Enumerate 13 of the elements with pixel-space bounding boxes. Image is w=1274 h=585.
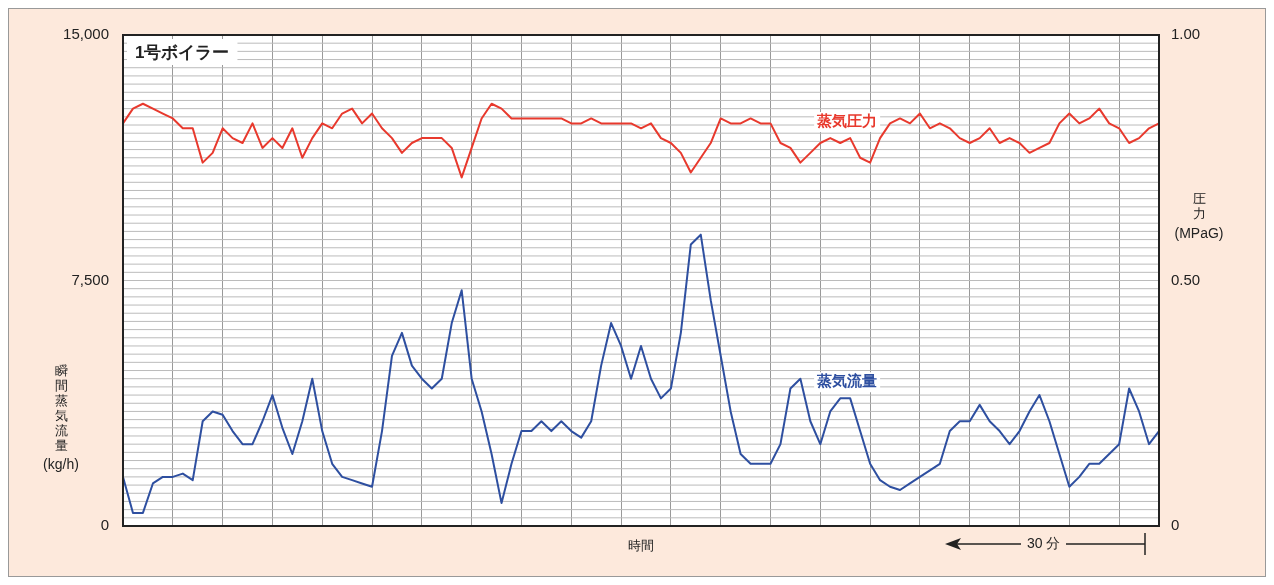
- series-label: 蒸気流量: [816, 372, 878, 390]
- y-tick-label: 0: [100, 516, 109, 534]
- series-label: 蒸気圧力: [816, 112, 878, 130]
- text: 30 分: [1027, 535, 1061, 553]
- y-tick-label: 15,000: [63, 25, 109, 43]
- y-tick-label: 7,500: [71, 270, 109, 288]
- y2-tick-label: 0: [1171, 516, 1180, 534]
- chart-title: 1号ボイラー: [135, 42, 230, 62]
- x-axis-title: 時間: [628, 538, 654, 554]
- y2-tick-label: 0.50: [1171, 270, 1201, 288]
- y2-axis-title: 圧力(MPaG): [1174, 191, 1224, 241]
- y2-tick-label: 1.00: [1171, 25, 1201, 43]
- y-axis-title: 瞬間蒸気流量(kg/h): [43, 362, 79, 472]
